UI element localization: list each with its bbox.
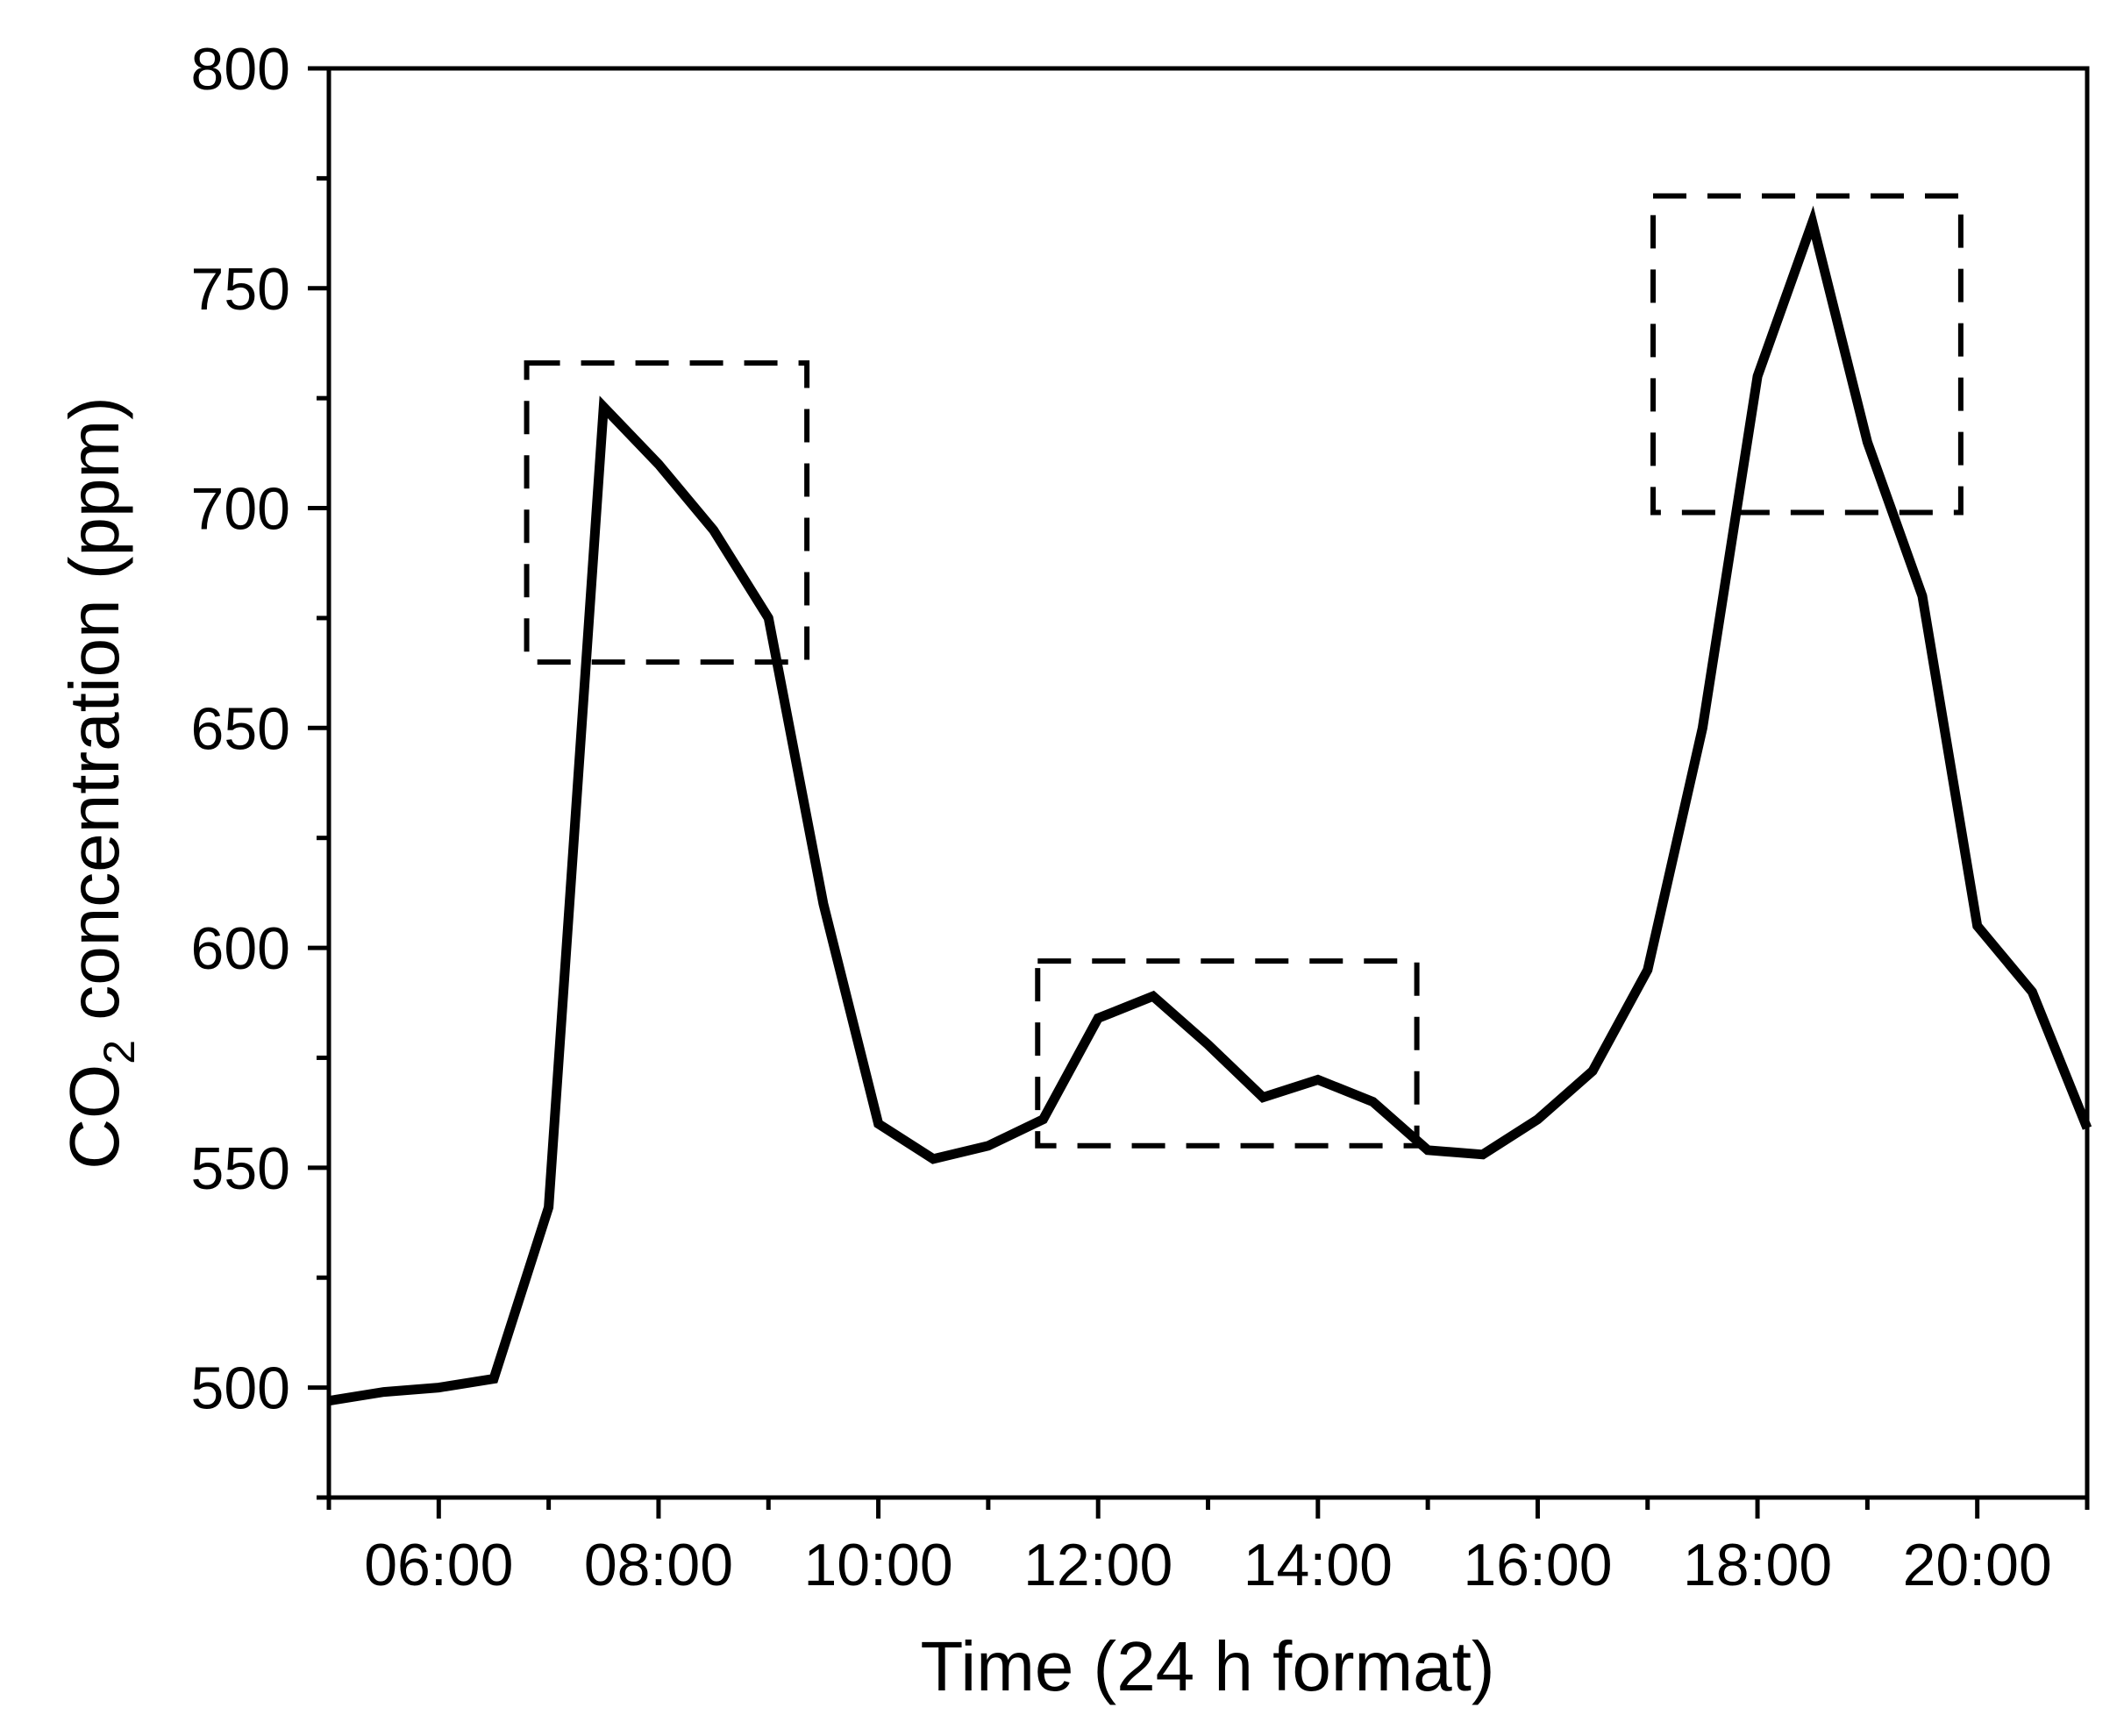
y-axis-title-prefix: CO — [55, 1064, 133, 1170]
highlight-box — [1650, 193, 1964, 516]
highlight-box — [524, 360, 810, 665]
tick-labels: 06:00 08:00 10:00 12:00 14:00 16:00 18:00 20:00… — [191, 36, 2052, 1598]
x-tick-label: 06:00 — [364, 1532, 513, 1598]
y-tick-label: 600 — [191, 915, 290, 982]
highlight-box — [1035, 958, 1420, 1149]
x-tick-label: 18:00 — [1683, 1532, 1832, 1598]
y-tick-label: 500 — [191, 1355, 290, 1422]
x-tick-label: 16:00 — [1463, 1532, 1612, 1598]
x-tick-label: 10:00 — [803, 1532, 952, 1598]
y-tick-label: 550 — [191, 1135, 290, 1202]
x-tick-label: 12:00 — [1023, 1532, 1172, 1598]
x-tick-label: 20:00 — [1903, 1532, 2052, 1598]
y-tick-label: 650 — [191, 695, 290, 762]
y-tick-label: 800 — [191, 36, 290, 103]
y-axis-title: CO2 concentration (ppm) — [55, 396, 144, 1169]
series-group — [328, 205, 2092, 1406]
y-tick-label: 700 — [191, 476, 290, 543]
y-tick-label: 750 — [191, 256, 290, 323]
x-tick-label: 08:00 — [584, 1532, 733, 1598]
highlight-boxes — [524, 193, 1964, 1149]
axis-ticks — [308, 66, 2090, 1519]
y-axis-title-suffix: concentration (ppm) — [55, 396, 133, 1040]
x-axis-title: Time (24 h format) — [921, 1627, 1495, 1705]
y-axis-title-subscript: 2 — [95, 1040, 144, 1064]
series-line — [328, 205, 2092, 1406]
x-tick-label: 14:00 — [1244, 1532, 1393, 1598]
